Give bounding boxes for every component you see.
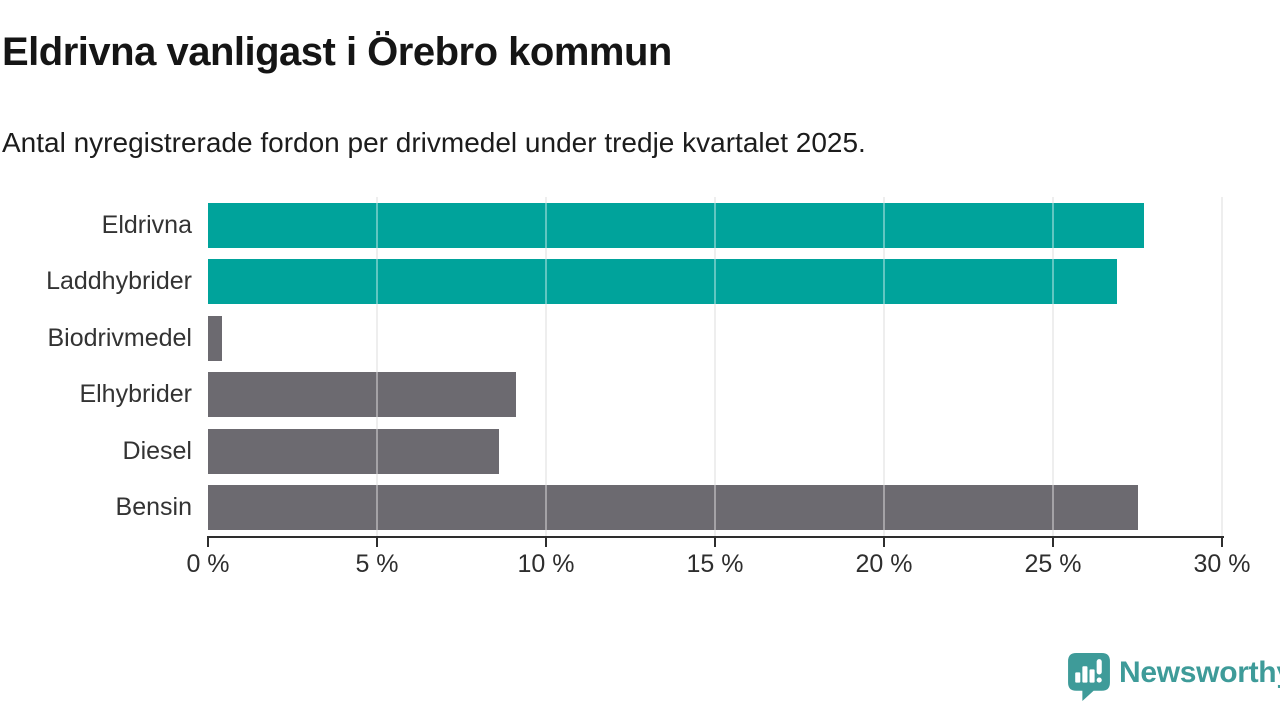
chart-title: Eldrivna vanligast i Örebro kommun: [2, 30, 672, 74]
gridline-10: [545, 197, 547, 536]
gridline-overlay-5: [376, 197, 378, 536]
x-axis-tick-label-10: 10 %: [517, 550, 575, 578]
x-axis-tick-25: [1052, 536, 1054, 547]
x-axis-tick-label-20: 20 %: [855, 550, 913, 578]
x-axis-tick-30: [1221, 536, 1223, 547]
x-axis-tick-label-15: 15 %: [686, 550, 744, 578]
category-label-elhybrider: Elhybrider: [79, 380, 192, 409]
x-axis-tick-15: [714, 536, 716, 547]
bar-diesel: [208, 428, 499, 474]
x-axis-tick-label-0: 0 %: [186, 550, 230, 578]
x-axis-tick-label-5: 5 %: [355, 550, 399, 578]
gridline-overlay-10: [545, 197, 547, 536]
category-label-laddhybrider: Laddhybrider: [46, 267, 192, 296]
newsworthy-logo-text: Newsworthy: [1119, 656, 1280, 689]
bar-bensin: [208, 485, 1138, 531]
gridline-20: [883, 197, 885, 536]
gridline-overlay-25: [1052, 197, 1054, 536]
gridline-15: [714, 197, 716, 536]
x-axis-tick-0: [207, 536, 209, 547]
category-label-biodrivmedel: Biodrivmedel: [47, 323, 192, 352]
bar-laddhybrider: [208, 259, 1118, 305]
x-axis-tick-20: [883, 536, 885, 547]
newsworthy-logo-icon: [1068, 653, 1110, 701]
gridline-overlay-15: [714, 197, 716, 536]
bar-elhybrider: [208, 372, 516, 418]
x-axis-tick-10: [545, 536, 547, 547]
bar-biodrivmedel: [208, 315, 222, 361]
x-axis-tick-label-25: 25 %: [1024, 550, 1082, 578]
gridline-overlay-20: [883, 197, 885, 536]
newsworthy-logo: Newsworthy: [1068, 653, 1280, 701]
chart-subtitle: Antal nyregistrerade fordon per drivmede…: [2, 127, 866, 158]
bar-eldrivna: [208, 202, 1145, 248]
category-label-bensin: Bensin: [115, 493, 192, 522]
category-label-eldrivna: Eldrivna: [101, 210, 192, 239]
x-axis-tick-5: [376, 536, 378, 547]
x-axis-tick-label-30: 30 %: [1193, 550, 1251, 578]
gridline-overlay-30: [1221, 197, 1223, 536]
gridline-30: [1221, 197, 1223, 536]
gridline-5: [376, 197, 378, 536]
category-label-diesel: Diesel: [122, 436, 192, 465]
gridline-25: [1052, 197, 1054, 536]
